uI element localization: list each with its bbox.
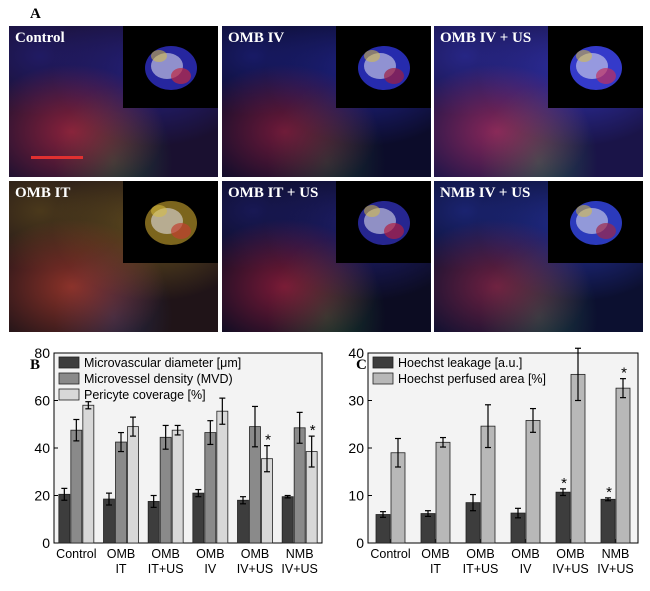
x-tick-label: OMB IT	[421, 547, 449, 576]
legend-label: Hoechst leakage [a.u.]	[398, 356, 522, 370]
micrograph-label: OMB IT + US	[228, 185, 319, 201]
plot-frame	[53, 352, 323, 544]
legend-label: Microvessel density (MVD)	[84, 372, 233, 386]
y-tick-label: 20	[348, 440, 364, 456]
x-tick-label: OMB IV	[196, 547, 224, 576]
bar	[435, 441, 451, 544]
significance-marker: *	[621, 365, 627, 382]
bar	[615, 387, 631, 544]
bar	[281, 496, 294, 544]
bar	[171, 429, 184, 544]
bar	[216, 410, 229, 544]
x-tick-label: OMB IV+US	[552, 547, 588, 576]
y-tick-label: 60	[34, 393, 50, 409]
micrograph-label: OMB IV + US	[440, 30, 532, 46]
significance-marker: *	[265, 432, 271, 449]
micrograph-omb-iv-us: OMB IV + US	[434, 26, 643, 177]
micrograph-label: NMB IV + US	[440, 185, 531, 201]
y-tick-label: 20	[34, 488, 50, 504]
x-tick-label: OMB IT+US	[463, 547, 499, 576]
bar	[375, 514, 391, 544]
micrograph-omb-it-us: OMB IT + US	[222, 181, 431, 332]
x-tick-label: Control	[56, 547, 96, 561]
legend-label: Microvascular diameter [μm]	[84, 356, 241, 370]
bar	[293, 427, 306, 544]
y-tick-label: 30	[348, 393, 364, 409]
tumor-section-inset	[123, 181, 218, 263]
legend-swatch	[58, 388, 80, 401]
tumor-section-inset	[336, 181, 431, 263]
bar	[127, 426, 139, 544]
x-tick-label: OMB IT	[107, 547, 135, 576]
y-tick-label: 80	[34, 347, 50, 361]
legend-label: Pericyte coverage [%]	[84, 388, 206, 402]
bar	[237, 499, 249, 544]
bar	[70, 429, 83, 544]
legend-swatch	[58, 356, 80, 369]
x-tick-label: OMB IV	[511, 547, 539, 576]
significance-marker: *	[606, 484, 612, 501]
scale-bar	[31, 156, 83, 159]
bar	[420, 513, 436, 544]
bar	[58, 493, 71, 544]
bar	[525, 420, 541, 544]
micrograph-omb-it: OMB IT	[9, 181, 218, 332]
micrograph-omb-iv: OMB IV	[222, 26, 431, 177]
panel-a-letter: A	[30, 6, 41, 22]
micrograph-label: OMB IV	[228, 30, 285, 46]
panel-b-letter: B	[30, 357, 41, 373]
bar	[600, 498, 616, 544]
tumor-section-inset	[548, 26, 643, 108]
panel-c-letter: C	[356, 357, 367, 373]
bar	[555, 491, 571, 544]
micrograph-label: Control	[15, 30, 65, 46]
legend-swatch	[58, 372, 80, 385]
bar	[204, 432, 217, 544]
chart-b: 0 20 40 60 80 Control OMB IT OMB IT+US OMB IV OMB IV+…	[34, 347, 323, 576]
tumor-section-inset	[336, 26, 431, 108]
x-tick-label: Control	[370, 547, 410, 561]
micrograph-control: Control	[9, 26, 218, 177]
micrograph-label: OMB IT	[15, 185, 71, 201]
y-tick-label: 0	[356, 535, 364, 551]
x-tick-label: NMB IV+US	[597, 547, 633, 576]
bar	[192, 492, 205, 544]
legend-label: Hoechst perfused area [%]	[398, 372, 546, 386]
chart-c: 0 10 20 30 40 Control OMB IT OMB IT+US OMB IV OMB IV+…	[348, 347, 639, 576]
legend-swatch	[372, 356, 394, 369]
y-tick-label: 10	[348, 488, 364, 504]
x-tick-label: OMB IT+US	[148, 547, 184, 576]
significance-marker: *	[310, 422, 316, 439]
bar	[159, 436, 172, 544]
micrograph-nmb-iv-us: NMB IV + US	[434, 181, 643, 332]
bar	[82, 404, 95, 544]
x-tick-label: NMB IV+US	[281, 547, 317, 576]
y-tick-label: 40	[34, 440, 50, 456]
bar	[103, 498, 115, 544]
significance-marker: *	[561, 475, 567, 492]
plot-frame	[367, 352, 639, 544]
legend-swatch	[372, 372, 394, 385]
y-tick-label: 40	[348, 347, 364, 361]
tumor-section-inset	[548, 181, 643, 263]
tumor-section-inset	[123, 26, 218, 108]
x-tick-label: OMB IV+US	[237, 547, 273, 576]
bar	[115, 441, 127, 544]
significance-marker: *	[576, 347, 582, 351]
y-tick-label: 0	[42, 535, 50, 551]
